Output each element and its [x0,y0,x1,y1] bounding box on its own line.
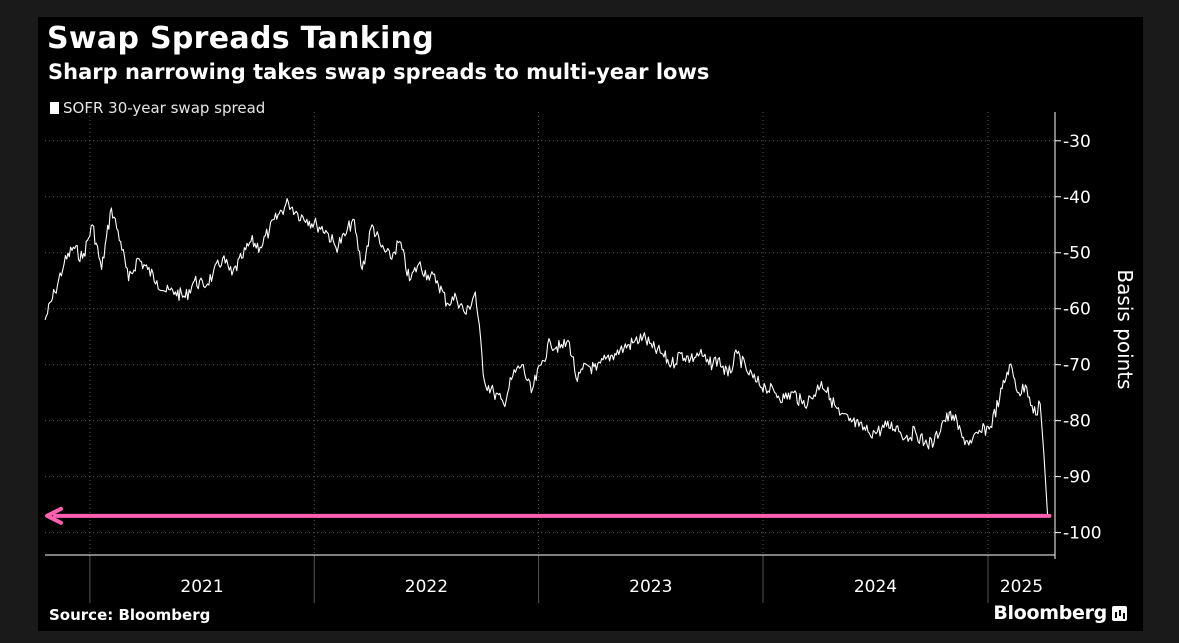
chart-title: Swap Spreads Tanking [47,21,434,56]
axes: -30 -40 -50 -60 -70 -80 -90 -100 2021 2022 2023 202… [45,112,1102,603]
source-note: Source: Bloomberg [49,606,211,624]
y-tick-label: -30 [1063,132,1091,152]
x-tick-label: 2023 [629,577,672,597]
brand-logo: Bloomberg [993,602,1127,624]
x-tick-label: 2022 [405,577,448,597]
y-tick-label: -40 [1063,188,1091,208]
x-tick-label: 2024 [854,577,897,597]
y-tick-label: -100 [1063,524,1102,544]
y-tick-label: -70 [1063,356,1091,376]
series-layer [44,198,1050,517]
chart-frame: Swap Spreads Tanking Sharp narrowing tak… [38,17,1143,631]
grid-lines [45,112,1055,555]
arrow-head [45,506,63,525]
annotation-layer [45,506,1052,525]
y-tick-label: -90 [1063,468,1091,488]
y-axis-label: Basis points [1113,269,1137,389]
y-tick-label: -60 [1063,300,1091,320]
y-tick-label: -50 [1063,244,1091,264]
series-line [44,198,1050,517]
line-chart: -30 -40 -50 -60 -70 -80 -90 -100 2021 2022 2023 202… [44,112,1137,603]
legend-label: SOFR 30-year swap spread [63,99,266,117]
x-tick-label: 2025 [1000,577,1043,597]
x-tick-label: 2021 [180,577,223,597]
chart-bars-icon [1112,605,1127,621]
y-tick-label: -80 [1063,412,1091,432]
brand-name: Bloomberg [993,602,1107,624]
legend-swatch [50,102,59,114]
chart-legend: SOFR 30-year swap spread [50,99,265,117]
chart-subtitle: Sharp narrowing takes swap spreads to mu… [48,60,710,84]
